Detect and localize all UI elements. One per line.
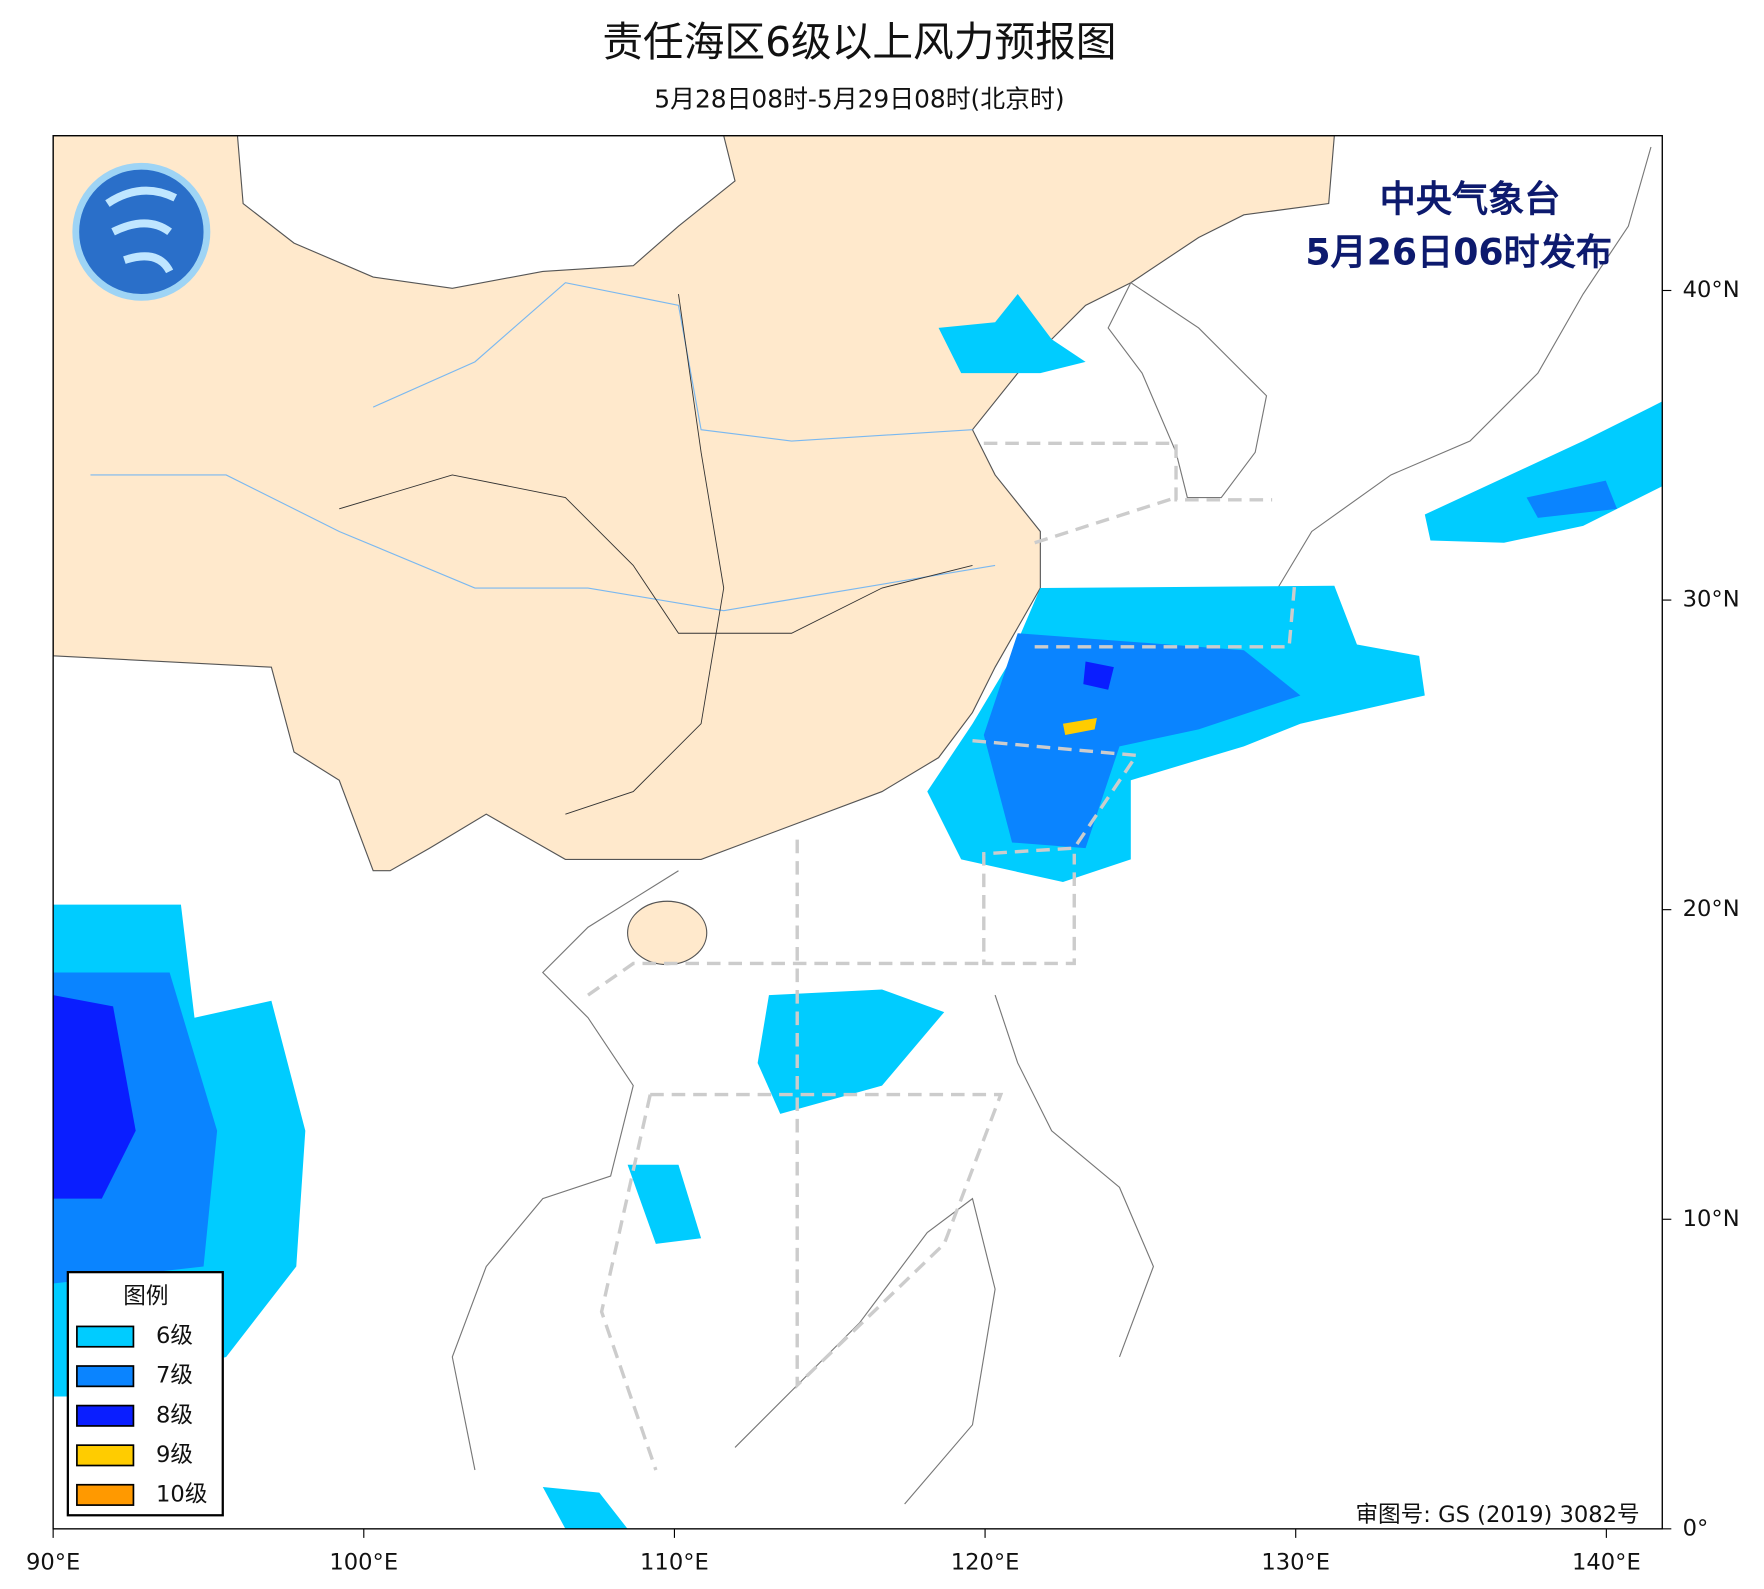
zone-boundary	[983, 441, 1273, 502]
korea	[1107, 281, 1268, 499]
map-root: 责任海区6级以上风力预报图 5月28日08时-5月29日08时(北京时)	[26, 18, 1740, 1575]
indochina-coast	[451, 870, 679, 1471]
wind-area-7	[983, 633, 1301, 849]
y-tick-label: 40°N	[1683, 277, 1740, 303]
zone-boundary	[587, 961, 984, 997]
publisher: 中央气象台	[1380, 177, 1561, 220]
wind-area-8	[53, 995, 136, 1199]
approval-number: 审图号: GS (2019) 3082号	[1355, 1502, 1639, 1528]
province-border	[339, 474, 973, 634]
wind-area-7	[1526, 480, 1618, 518]
japan-coast	[1277, 146, 1652, 589]
logo-mark	[105, 186, 178, 274]
zone-boundary	[599, 1094, 658, 1471]
x-tick-label: 100°E	[329, 1549, 398, 1575]
wind-area-6	[627, 1164, 702, 1244]
y-tick-label: 20°N	[1683, 896, 1740, 922]
legend-label: 10级	[156, 1481, 207, 1507]
river	[372, 282, 973, 442]
legend-swatch	[76, 1325, 135, 1348]
wind-area-8	[1083, 661, 1114, 690]
zone-boundary	[972, 738, 1140, 966]
map-area: 中央气象台 5月26日06时发布 审图号: GS (2019) 3082号	[53, 135, 1663, 1529]
legend: 图例 6级 7级 8级 9级 10级	[66, 1271, 224, 1517]
legend-label: 9级	[156, 1442, 193, 1468]
legend-box	[66, 1271, 224, 1517]
legend-label: 8级	[156, 1402, 193, 1428]
logo	[72, 162, 211, 301]
y-tick-label: 10°N	[1683, 1206, 1740, 1232]
legend-title: 图例	[123, 1284, 168, 1310]
y-tick-label: 0°	[1683, 1515, 1709, 1541]
hainan	[627, 900, 708, 966]
legend-label: 6级	[156, 1323, 193, 1349]
subtitle: 5月28日08时-5月29日08时(北京时)	[654, 85, 1064, 114]
x-tick-label: 90°E	[26, 1549, 80, 1575]
philippines-coast	[994, 994, 1155, 1358]
x-tick-label: 140°E	[1572, 1549, 1641, 1575]
wind-area-6	[757, 989, 945, 1114]
province-border	[565, 293, 725, 815]
legend-label: 7级	[156, 1363, 193, 1389]
wind-area-6	[938, 294, 1086, 374]
zone-boundary	[1034, 495, 1177, 545]
legend-swatch	[76, 1404, 135, 1427]
legend-swatch	[76, 1444, 135, 1467]
legend-swatch	[76, 1365, 135, 1388]
y-tick-label: 30°N	[1683, 587, 1740, 613]
issued-time: 5月26日06时发布	[1305, 230, 1612, 273]
borneo-coast	[734, 1197, 996, 1505]
map-frame	[52, 135, 1663, 1530]
x-tick-label: 110°E	[640, 1549, 709, 1575]
x-tick-label: 130°E	[1261, 1549, 1330, 1575]
wind-area-6	[542, 1487, 628, 1529]
mongolia	[236, 135, 736, 289]
x-tick-label: 120°E	[951, 1549, 1020, 1575]
title: 责任海区6级以上风力预报图	[602, 18, 1116, 66]
legend-swatch	[76, 1483, 135, 1506]
river	[90, 474, 996, 612]
